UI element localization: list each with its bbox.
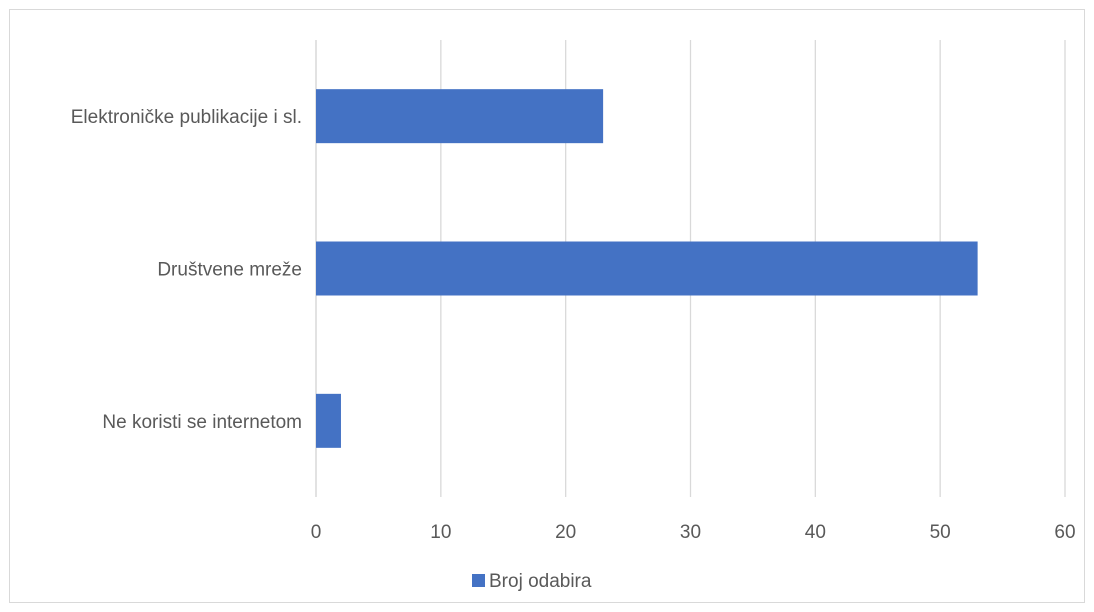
bar	[316, 89, 604, 144]
x-tick-label: 40	[805, 522, 826, 543]
x-tick-label: 60	[1054, 522, 1075, 543]
x-tick-labels: 0 10 20 30 40 50 60	[311, 522, 1076, 543]
legend-label: Broj odabira	[489, 571, 592, 592]
bars	[316, 89, 978, 448]
x-tick-label: 30	[680, 522, 701, 543]
category-label: Ne koristi se internetom	[102, 412, 302, 433]
category-labels: Elektroničke publikacije i sl. Društvene …	[71, 107, 302, 433]
legend-swatch	[472, 574, 485, 587]
x-tick-label: 50	[930, 522, 951, 543]
x-tick-label: 0	[311, 522, 322, 543]
x-tick-label: 10	[430, 522, 451, 543]
x-tick-label: 20	[555, 522, 576, 543]
category-label: Elektroničke publikacije i sl.	[71, 107, 302, 128]
bar	[316, 393, 341, 448]
legend: Broj odabira	[472, 571, 592, 592]
bar	[316, 241, 978, 296]
category-label: Društvene mreže	[157, 260, 302, 281]
